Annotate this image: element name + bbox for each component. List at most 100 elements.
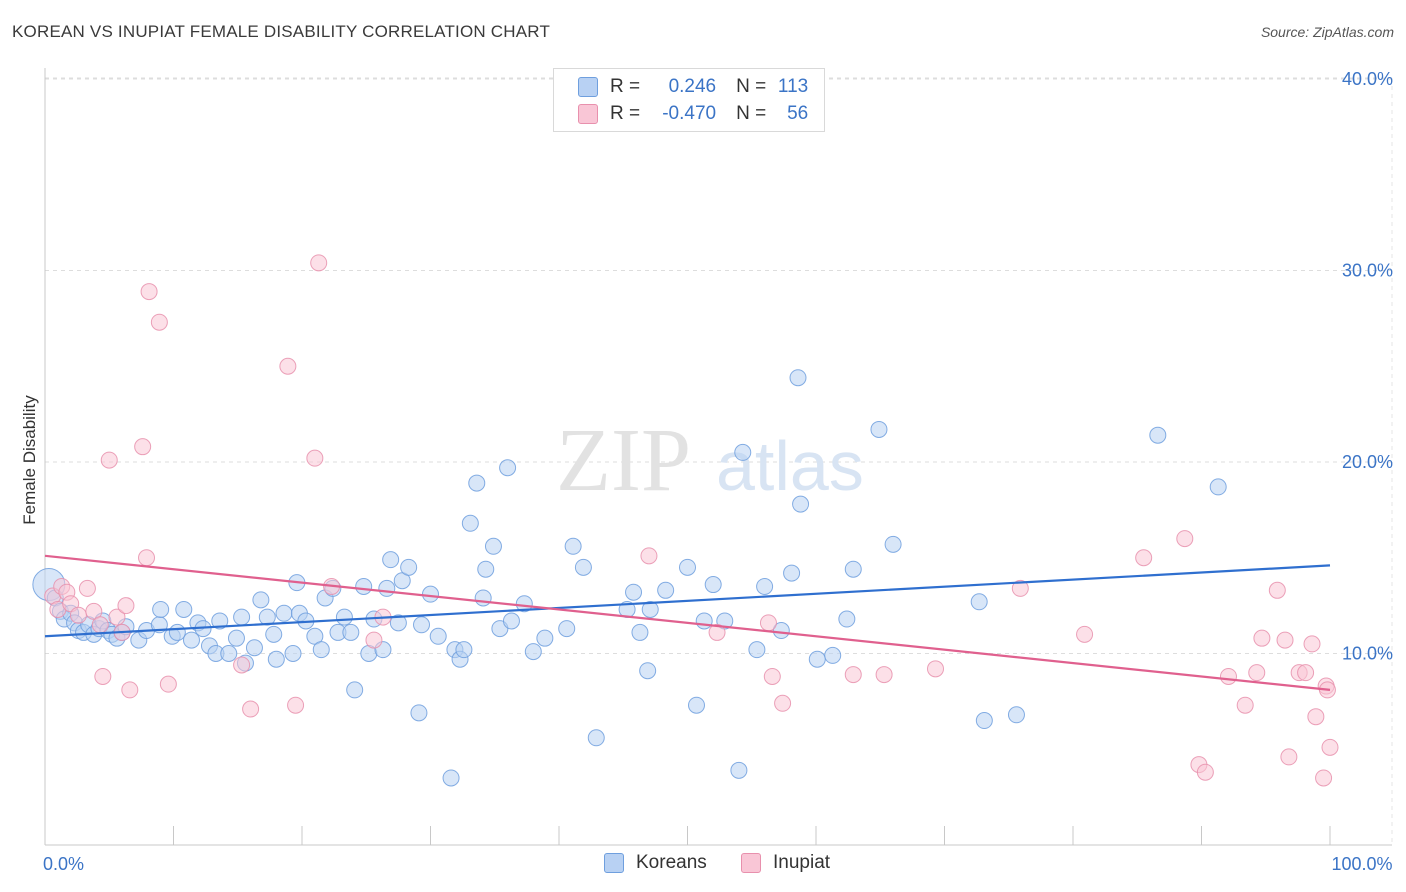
watermark-atlas: atlas bbox=[716, 427, 864, 505]
inupiat-point bbox=[310, 254, 328, 272]
korean-point bbox=[748, 641, 766, 659]
tick-labels: 10.0% 20.0% 30.0% 40.0% 0.0% 100.0% bbox=[43, 69, 1393, 874]
korean-point bbox=[233, 608, 251, 626]
inupiat-point bbox=[1196, 763, 1214, 781]
koreans-legend-swatch bbox=[604, 853, 624, 873]
inupiat-legend-label: Inupiat bbox=[773, 852, 831, 873]
inupiat-trend-line bbox=[44, 554, 1331, 691]
korean-point bbox=[382, 551, 400, 569]
axes bbox=[44, 68, 1392, 846]
korean-point bbox=[335, 608, 353, 626]
korean-point bbox=[524, 643, 542, 661]
inupiat-point bbox=[108, 608, 126, 626]
koreans-swatch bbox=[578, 77, 598, 97]
korean-point bbox=[574, 558, 592, 576]
inupiat-point bbox=[233, 656, 251, 674]
inupiat-point bbox=[117, 597, 135, 615]
korean-point bbox=[1007, 706, 1025, 724]
n-value: 56 bbox=[787, 103, 809, 124]
inupiat-point bbox=[1236, 696, 1254, 714]
inupiat-swatch bbox=[578, 104, 598, 124]
source-credit: Source: ZipAtlas.com bbox=[1260, 24, 1394, 40]
legend-item-koreans: Koreans bbox=[604, 852, 707, 874]
n-value: 113 bbox=[777, 76, 809, 97]
korean-point bbox=[227, 629, 245, 647]
korean-point bbox=[687, 696, 705, 714]
korean-point bbox=[558, 620, 576, 638]
inupiat-point bbox=[138, 549, 156, 567]
korean-point bbox=[175, 600, 193, 618]
korean-point bbox=[211, 612, 229, 630]
legend-row-inupiat: R = -0.470 N = 56 bbox=[554, 101, 808, 127]
inupiat-point bbox=[1315, 769, 1333, 787]
korean-point bbox=[639, 662, 657, 680]
inupiat-point bbox=[1011, 579, 1029, 597]
legend-row-koreans: R = 0.246 N = 113 bbox=[554, 74, 808, 100]
inupiat-point bbox=[140, 283, 158, 301]
inupiat-point bbox=[287, 696, 305, 714]
korean-point bbox=[267, 650, 285, 668]
korean-point bbox=[808, 650, 826, 668]
korean-point bbox=[152, 600, 170, 618]
korean-point bbox=[400, 558, 418, 576]
inupiat-point bbox=[1303, 635, 1321, 653]
n-label: N = bbox=[736, 76, 767, 97]
inupiat-point bbox=[1248, 664, 1266, 682]
r-label: R = bbox=[610, 103, 641, 124]
korean-point bbox=[844, 560, 862, 578]
korean-point bbox=[772, 622, 790, 640]
korean-point bbox=[789, 369, 807, 387]
inupiat-point bbox=[1219, 667, 1237, 685]
inupiat-point bbox=[242, 700, 260, 718]
inupiat-point bbox=[159, 675, 177, 693]
korean-point bbox=[587, 729, 605, 747]
korean-point bbox=[284, 645, 302, 662]
korean-point bbox=[679, 558, 696, 576]
y-axis-label: Female Disability bbox=[20, 395, 39, 525]
korean-point bbox=[410, 704, 428, 722]
korean-point bbox=[502, 612, 520, 630]
inupiat-point bbox=[1297, 664, 1315, 682]
r-value: -0.470 bbox=[662, 103, 717, 124]
korean-point bbox=[695, 612, 713, 630]
inupiat-point bbox=[1321, 738, 1339, 756]
korean-point bbox=[168, 623, 186, 641]
data-points bbox=[32, 254, 1339, 787]
korean-point bbox=[389, 614, 407, 632]
korean-point bbox=[355, 577, 373, 595]
korean-point bbox=[422, 585, 439, 603]
n-label: N = bbox=[736, 103, 767, 124]
korean-point bbox=[824, 646, 842, 664]
korean-point bbox=[429, 627, 447, 645]
korean-point bbox=[442, 769, 460, 787]
inupiat-point bbox=[91, 616, 109, 634]
correlation-legend: R = 0.246 N = 113 R = -0.470 N = 56 bbox=[553, 68, 825, 132]
legend-item-inupiat: Inupiat bbox=[741, 852, 830, 874]
y-tick-label: 10.0% bbox=[1342, 644, 1393, 664]
korean-trend-line bbox=[44, 564, 1331, 638]
korean-point bbox=[792, 495, 810, 513]
korean-point bbox=[468, 474, 486, 492]
korean-point bbox=[1209, 478, 1227, 496]
korean-point bbox=[838, 610, 856, 628]
y-tick-label: 20.0% bbox=[1342, 452, 1393, 472]
korean-point bbox=[536, 629, 554, 647]
korean-point bbox=[704, 576, 722, 594]
inupiat-point bbox=[708, 623, 726, 641]
inupiat-point bbox=[927, 660, 945, 678]
inupiat-point bbox=[1276, 631, 1294, 649]
korean-point bbox=[245, 639, 263, 657]
korean-point bbox=[252, 591, 270, 609]
inupiat-point bbox=[759, 614, 777, 632]
korean-point bbox=[730, 761, 748, 779]
trend-lines bbox=[44, 554, 1331, 691]
korean-point bbox=[783, 564, 801, 582]
korean-point bbox=[182, 631, 200, 649]
inupiat-point bbox=[1176, 530, 1194, 548]
y-tick-label: 30.0% bbox=[1342, 261, 1393, 281]
inupiat-point bbox=[78, 579, 96, 597]
korean-point bbox=[625, 583, 643, 601]
korean-point bbox=[970, 593, 988, 611]
korean-point bbox=[884, 535, 902, 553]
korean-point bbox=[499, 459, 517, 477]
